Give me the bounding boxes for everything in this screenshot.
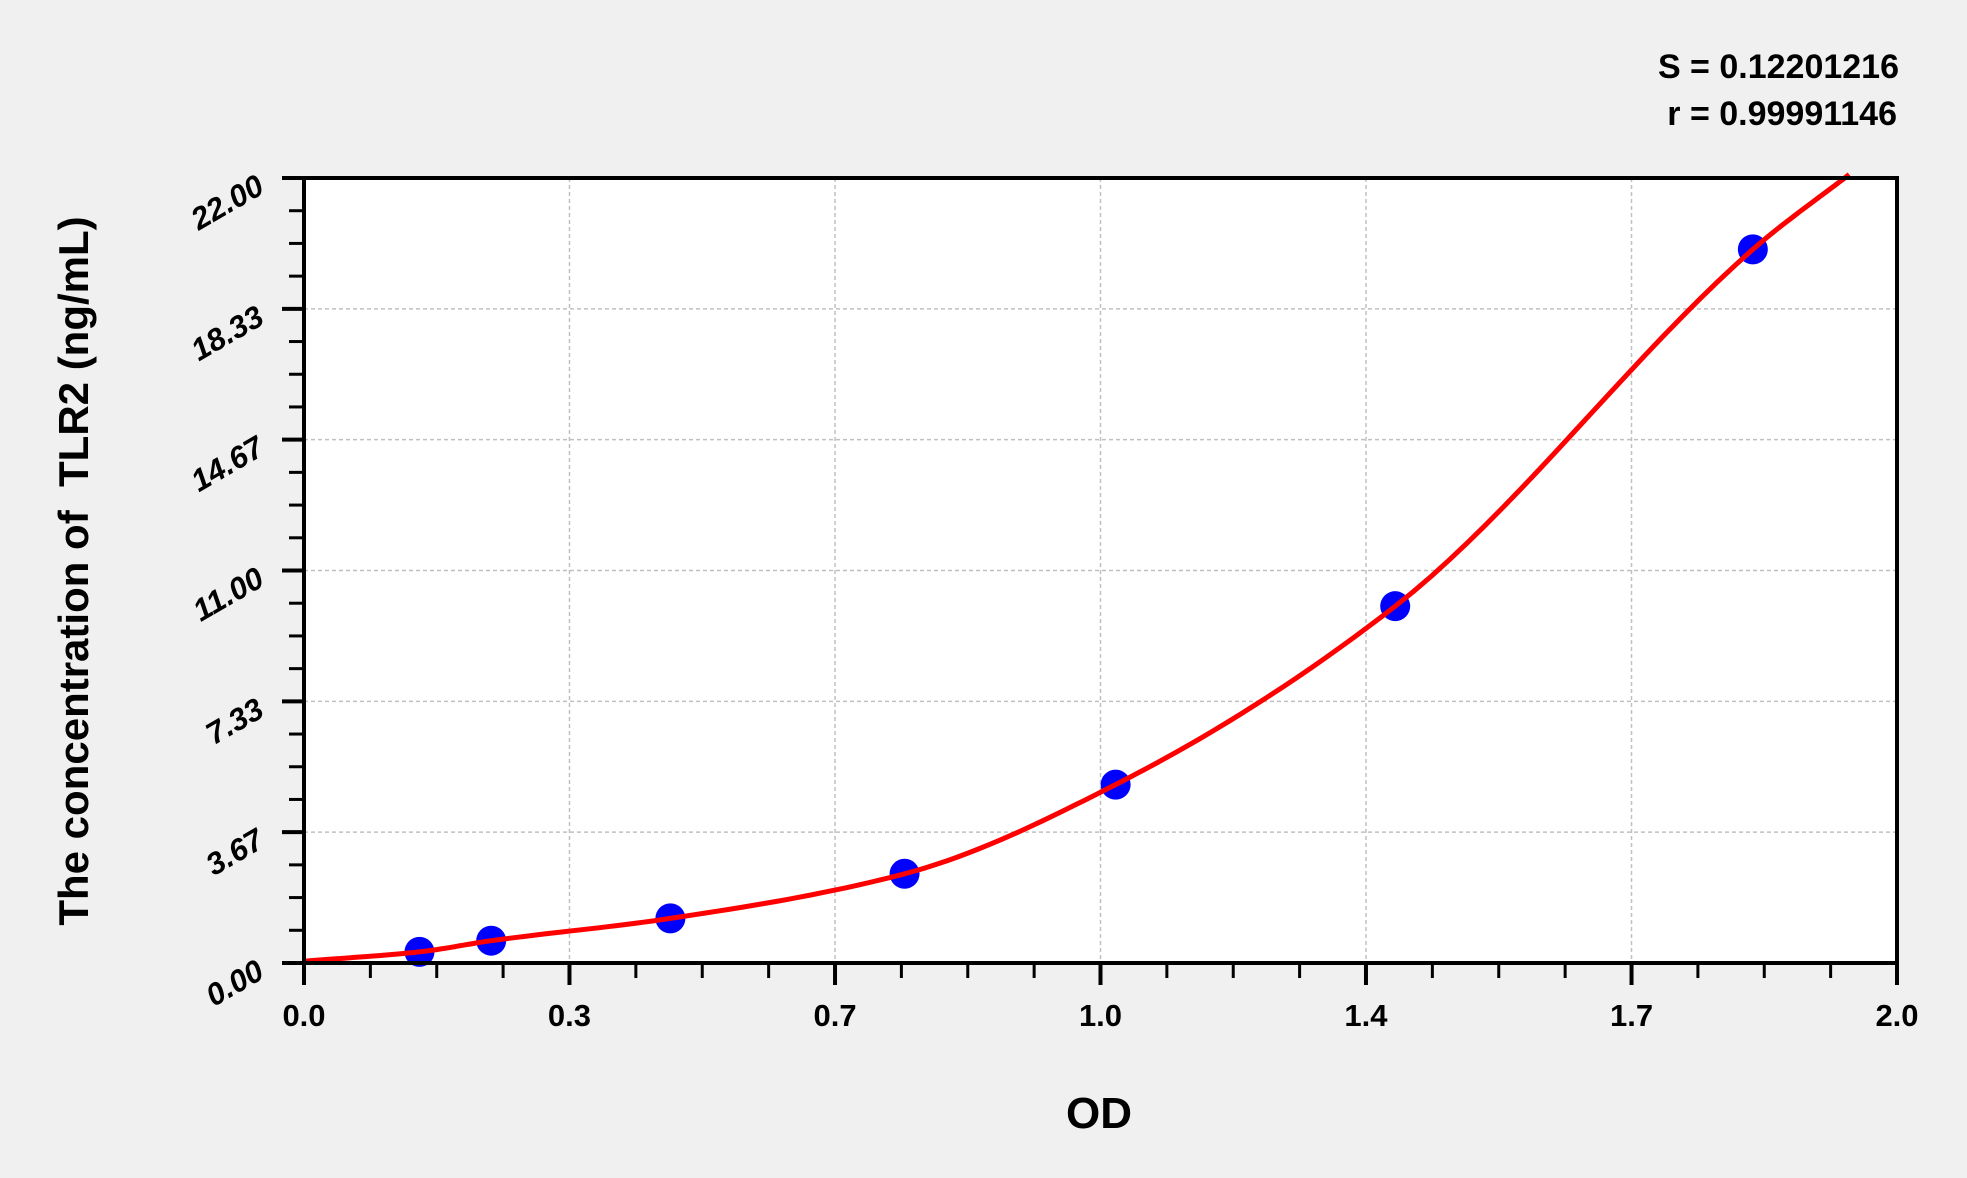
y-tick-label: 14.67	[185, 429, 271, 499]
y-tick-label: 3.67	[200, 821, 271, 882]
x-tick-label: 2.0	[1875, 998, 1918, 1033]
stat-r: r = 0.99991146	[1667, 95, 1897, 133]
plot-frame	[302, 176, 1899, 965]
fit-curve	[303, 172, 1851, 964]
x-axis-title: OD	[1066, 1089, 1132, 1138]
x-tick-label: 0.7	[813, 998, 856, 1033]
fit-curve-group	[303, 172, 1851, 964]
x-tick-label: 1.4	[1344, 998, 1388, 1033]
y-axis-title: The concentration of TLR2 (ng/mL)	[50, 216, 97, 925]
y-tick-label: 0.00	[200, 953, 270, 1013]
x-tick-label: 1.7	[1610, 998, 1653, 1033]
x-tick-label: 1.0	[1079, 998, 1122, 1033]
y-tick-label: 7.33	[200, 691, 270, 751]
x-tick-label: 0.0	[282, 998, 325, 1033]
grid	[304, 178, 1897, 963]
ticks	[282, 176, 1899, 985]
x-tick-label: 0.3	[548, 998, 591, 1033]
y-tick-label: 11.00	[187, 560, 270, 628]
y-tick-label: 18.33	[185, 299, 270, 368]
stat-s: S = 0.12201216	[1658, 48, 1899, 86]
y-tick-label: 22.00	[184, 168, 270, 238]
